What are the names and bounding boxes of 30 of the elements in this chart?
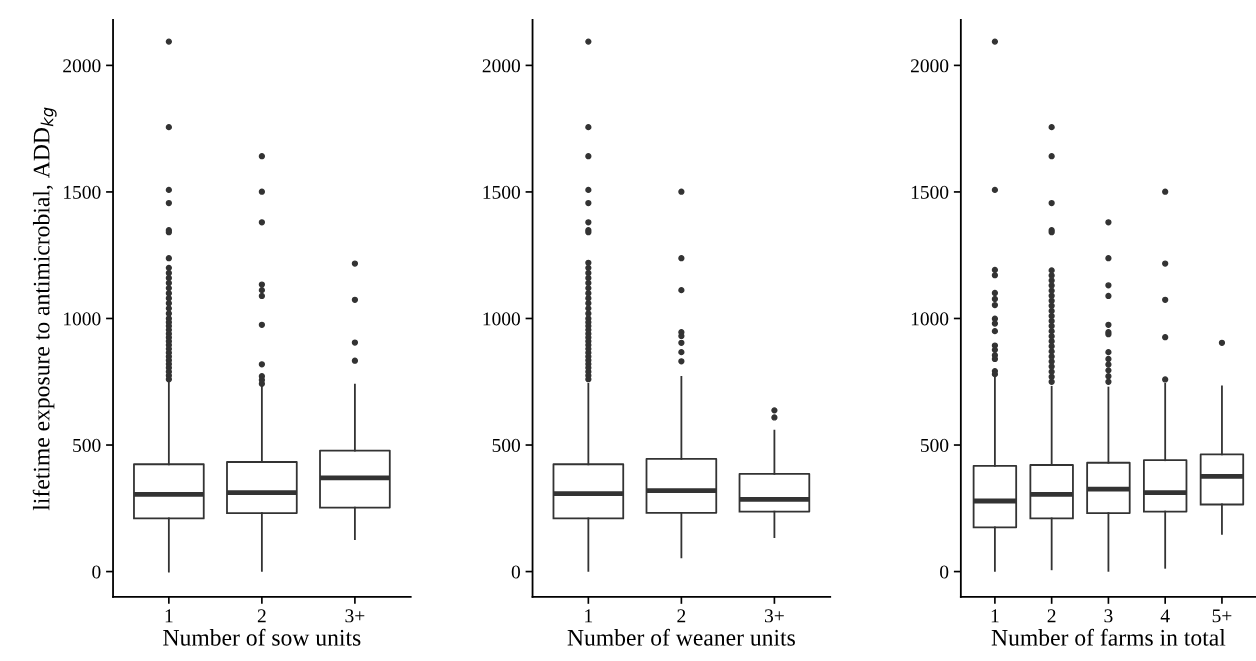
x-tick-label: 2 bbox=[1047, 609, 1056, 623]
y-tick-label: 1000 bbox=[483, 312, 520, 326]
x-tick-label: 2 bbox=[677, 609, 686, 623]
x-tick-label: 1 bbox=[585, 609, 593, 623]
x-tick-label: 1 bbox=[991, 609, 999, 623]
y-tick-label: 0 bbox=[511, 565, 520, 579]
y-tick-label: 1000 bbox=[64, 312, 101, 326]
x-tick-label: 3 bbox=[1104, 609, 1113, 623]
y-tick-label: 500 bbox=[73, 438, 101, 452]
x-tick-label: 5+ bbox=[1212, 609, 1232, 623]
y-tick-label: 2000 bbox=[911, 59, 949, 73]
y-tick-label: 0 bbox=[940, 565, 949, 579]
y-tick-label: 1500 bbox=[911, 185, 949, 199]
x-tick-label: 1 bbox=[165, 609, 173, 623]
y-tick-label: 500 bbox=[492, 438, 520, 452]
x-axis-title: Number of sow units bbox=[163, 628, 361, 646]
y-tick-label: 2000 bbox=[482, 59, 520, 73]
y-tick-label: 0 bbox=[92, 565, 101, 579]
y-tick-label: 500 bbox=[921, 438, 949, 452]
y-tick-label: 1000 bbox=[911, 312, 949, 326]
y-tick-label: 2000 bbox=[63, 59, 101, 73]
x-tick-label: 3+ bbox=[345, 609, 365, 623]
y-tick-label: 1500 bbox=[64, 185, 101, 199]
x-axis-title: Number of farms in total bbox=[991, 628, 1226, 646]
x-tick-label: 2 bbox=[257, 609, 266, 623]
x-tick-label: 3+ bbox=[764, 609, 784, 623]
x-axis-title: Number of weaner units bbox=[567, 628, 795, 646]
x-tick-label: 4 bbox=[1160, 609, 1170, 623]
y-axis-title: lifetime exposure to antimicrobial, ADD$_{kg}$ bbox=[32, 107, 57, 511]
y-tick-label: 1500 bbox=[483, 185, 520, 199]
